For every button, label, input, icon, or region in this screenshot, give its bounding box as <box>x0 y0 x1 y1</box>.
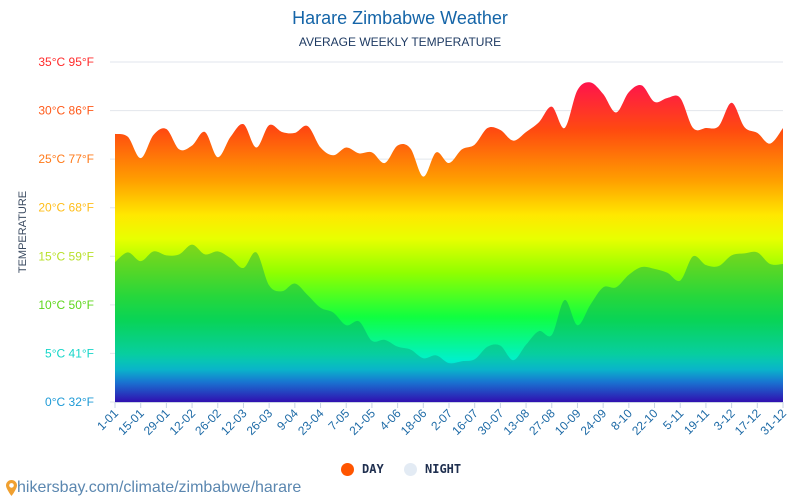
y-tick-label: 15°C 59°F <box>38 249 94 263</box>
y-axis-title: TEMPERATURE <box>17 191 29 273</box>
x-tick-label: 21-05 <box>346 406 378 438</box>
x-tick-label: 29-01 <box>141 406 173 438</box>
legend-item-night[interactable]: NIGHT <box>404 462 461 476</box>
x-tick-label: 27-08 <box>526 406 558 438</box>
x-tick-label: 30-07 <box>475 406 507 438</box>
x-tick-label: 12-02 <box>167 406 199 438</box>
y-tick-label: 25°C 77°F <box>38 152 94 166</box>
x-tick-label: 22-10 <box>629 406 661 438</box>
x-tick-label: 16-07 <box>449 406 481 438</box>
x-tick-label: 10-09 <box>552 406 584 438</box>
x-tick-label: 26-03 <box>244 406 276 438</box>
y-tick-label: 30°C 86°F <box>38 104 94 118</box>
x-tick-label: 17-12 <box>732 406 764 438</box>
legend-label-day: DAY <box>362 462 384 476</box>
chart-title: Harare Zimbabwe Weather <box>292 8 508 28</box>
x-tick-label: 19-11 <box>681 406 712 437</box>
source-url: hikersbay.com/climate/zimbabwe/harare <box>17 479 302 496</box>
x-tick-label: 23-04 <box>295 406 327 438</box>
night-series-area <box>115 244 783 402</box>
y-tick-label: 20°C 68°F <box>38 201 94 215</box>
x-tick-label: 13-08 <box>501 406 533 438</box>
x-tick-label: 15-01 <box>115 406 147 438</box>
x-tick-label: 26-02 <box>192 406 224 438</box>
x-tick-label: 24-09 <box>578 406 610 438</box>
y-tick-label: 0°C 32°F <box>45 395 94 409</box>
y-tick-label: 10°C 50°F <box>38 298 94 312</box>
y-tick-label: 35°C 95°F <box>38 55 94 69</box>
x-tick-label: 12-03 <box>218 406 250 438</box>
x-tick-label: 18-06 <box>398 406 430 438</box>
y-tick-label: 5°C 41°F <box>45 346 94 360</box>
legend-item-day[interactable]: DAY <box>341 462 384 476</box>
night-legend-marker <box>404 462 417 476</box>
source-link[interactable]: hikersbay.com/climate/zimbabwe/harare <box>6 479 301 497</box>
day-legend-marker <box>341 462 354 476</box>
map-pin-icon <box>6 480 17 496</box>
x-tick-label: 31-12 <box>758 406 790 438</box>
legend-label-night: NIGHT <box>425 462 462 476</box>
chart-subtitle: AVERAGE WEEKLY TEMPERATURE <box>298 35 502 49</box>
